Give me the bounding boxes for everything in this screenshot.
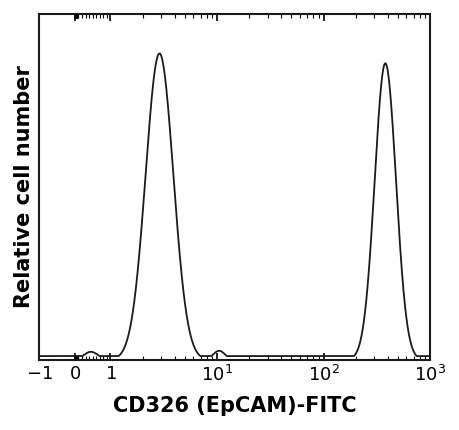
X-axis label: CD326 (EpCAM)-FITC: CD326 (EpCAM)-FITC xyxy=(113,396,356,416)
Y-axis label: Relative cell number: Relative cell number xyxy=(14,65,34,308)
